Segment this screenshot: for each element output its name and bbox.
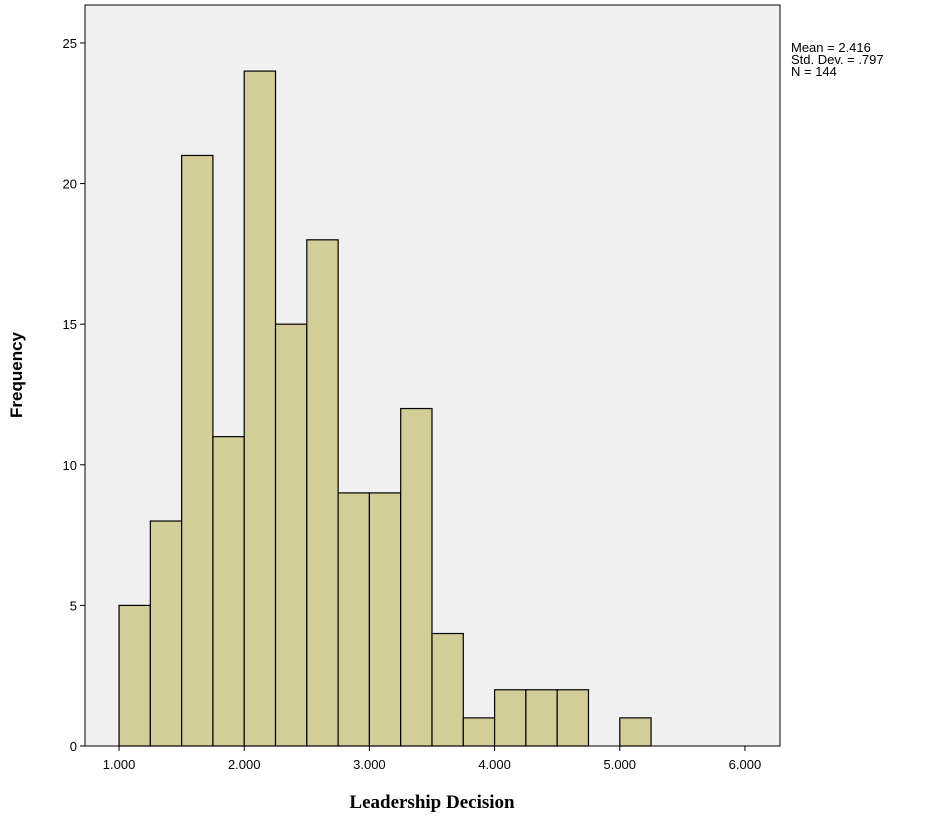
x-tick-label: 5.000 xyxy=(603,757,636,772)
y-tick-label: 20 xyxy=(63,177,77,192)
x-tick-label: 6.000 xyxy=(729,757,762,772)
y-tick-label: 25 xyxy=(63,36,77,51)
bar xyxy=(149,520,183,747)
bar xyxy=(525,689,558,747)
y-tick-label: 0 xyxy=(70,739,77,754)
bar xyxy=(400,407,433,747)
bar xyxy=(306,239,339,747)
bar xyxy=(118,604,151,747)
x-tick-label: 3.000 xyxy=(353,757,386,772)
bar xyxy=(181,154,214,747)
y-axis-label: Frequency xyxy=(7,331,26,418)
stat-annotation: Std. Dev. = .797 xyxy=(791,52,884,67)
bar xyxy=(243,70,277,747)
bar xyxy=(462,717,496,747)
bar xyxy=(619,717,652,747)
x-tick-label: 2.000 xyxy=(228,757,261,772)
stat-annotation: N = 144 xyxy=(791,64,837,79)
bar xyxy=(337,492,371,747)
y-tick-label: 5 xyxy=(70,598,77,613)
stat-annotation: Mean = 2.416 xyxy=(791,40,871,55)
x-axis-label: Leadership Decision xyxy=(349,792,515,813)
y-tick-label: 10 xyxy=(63,458,77,473)
bar xyxy=(212,436,245,747)
bars xyxy=(118,70,652,747)
x-tick-label: 1.000 xyxy=(103,757,136,772)
y-tick-label: 15 xyxy=(63,317,77,332)
bar xyxy=(368,492,402,747)
bar xyxy=(431,632,464,747)
bar xyxy=(274,323,308,747)
bar xyxy=(493,689,527,747)
x-tick-label: 4.000 xyxy=(478,757,511,772)
bar xyxy=(556,689,590,747)
